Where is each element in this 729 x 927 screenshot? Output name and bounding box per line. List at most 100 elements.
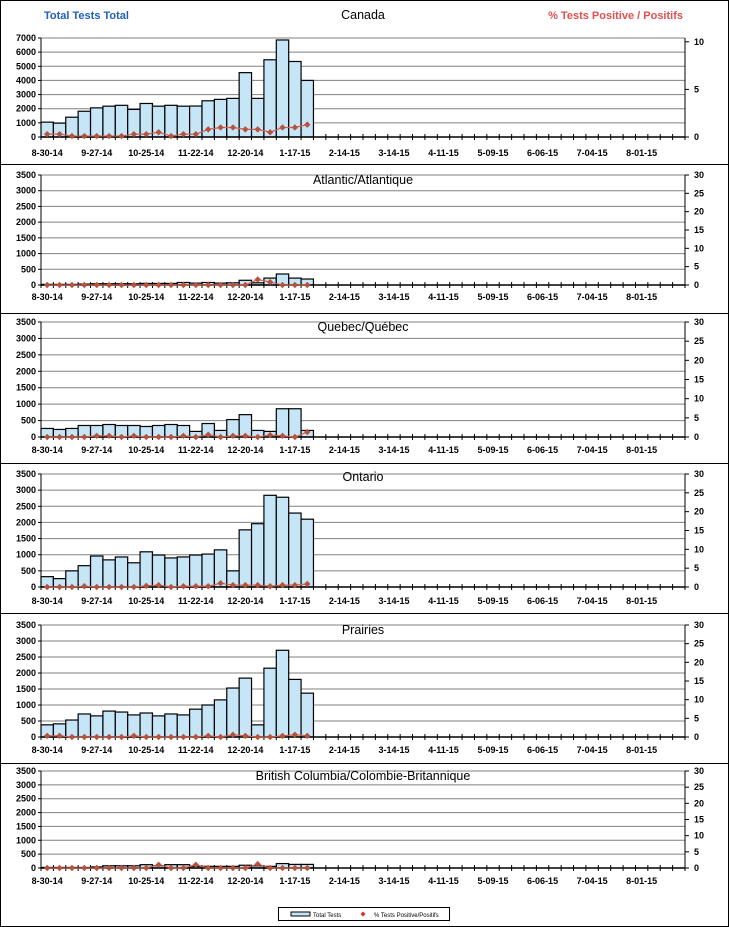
pct-positive-marker [143,130,150,138]
pct-positive-line [47,863,308,869]
x-tick-label: 10-25-14 [128,876,164,886]
bar-total-tests [213,98,228,138]
pct-positive-marker [204,732,212,740]
pct-positive-marker [43,433,51,441]
pct-positive-marker [229,581,237,589]
y2-tick-label: 20 [694,507,704,517]
x-tick-label: 8-01-15 [626,148,657,158]
y2-tick-label: 20 [694,798,704,808]
pct-positive-marker [192,130,200,138]
right-axis-title: % Tests Positive / Positifs [548,10,683,22]
panel-title: Ontario [343,470,384,484]
pct-positive-marker [167,281,175,289]
pct-positive-marker [93,733,100,741]
pct-positive-marker [118,132,125,140]
y-tick-label: 1000 [16,118,36,128]
bar-total-tests [127,562,141,588]
y2-tick-label: 5 [694,563,699,573]
panel-title: Canada [341,8,385,22]
bar-total-tests [300,79,315,138]
bar-total-tests [139,712,154,738]
pct-positive-marker [254,860,261,868]
x-tick-label: 6-06-15 [527,445,558,455]
y-tick-label: 0 [31,582,36,592]
pct-positive-marker [266,431,274,439]
pct-positive-marker [118,583,125,591]
y2-tick-label: 10 [694,695,704,705]
y2-tick-label: 25 [694,488,704,498]
y-tick-label: 3500 [16,317,36,327]
x-tick-label: 11-22-14 [178,596,214,606]
pct-positive-marker [118,433,125,441]
pct-positive-marker [180,130,187,138]
pct-positive-marker [93,281,100,289]
panel-title: British Columbia/Colombie-Britannique [256,769,471,783]
y-tick-label: 2500 [16,794,36,804]
pct-positive-marker [279,581,286,589]
pct-positive-marker [167,583,175,591]
y-tick-label: 3500 [16,469,36,479]
y-tick-label: 500 [21,849,36,859]
x-tick-label: 1-17-15 [279,148,310,158]
bar-total-tests [288,408,302,438]
x-tick-label: 8-01-15 [626,745,657,755]
y2-tick-label: 0 [694,432,699,442]
pct-positive-marker [229,432,237,440]
pct-positive-marker [291,433,299,441]
x-tick-label: 9-27-14 [81,445,112,455]
panel-prairies: 0 500 1000 1500 2000 2500 3000 3500 0 5 10 15 20 25 30… [0,613,729,755]
pct-positive-marker [192,583,200,590]
pct-positive-marker [56,281,63,289]
x-tick-label: 9-27-14 [81,292,112,302]
y2-tick-label: 15 [694,526,704,536]
x-tick-label: 9-27-14 [81,148,112,158]
pct-positive-marker [217,864,224,872]
pct-positive-marker [304,864,311,872]
pct-positive-marker [43,130,51,138]
x-tick-label: 7-04-15 [577,596,608,606]
pct-positive-marker [266,583,274,590]
pct-positive-marker [204,583,212,590]
y-tick-label: 0 [31,280,36,290]
panel-title: Quebec/Québec [317,320,408,334]
pct-positive-marker [56,583,63,591]
y-tick-label: 5000 [16,61,36,71]
x-tick-label: 5-09-15 [478,445,509,455]
pct-positive-marker [130,432,138,440]
y-tick-label: 0 [31,732,36,742]
pct-positive-marker [217,281,224,289]
pct-positive-marker [130,281,138,289]
pct-positive-marker [291,124,299,131]
pct-positive-marker [242,126,249,133]
pct-positive-marker [105,583,113,591]
bar-total-tests [114,711,129,738]
legend-bar-swatch [290,911,311,917]
x-tick-label: 10-25-14 [128,596,164,606]
pct-positive-marker [155,861,162,868]
pct-positive-marker [180,864,187,872]
pct-positive-marker [105,281,113,289]
y-tick-label: 1000 [16,249,36,259]
pct-positive-marker [266,864,274,872]
pct-positive-marker [105,733,113,741]
panel-atlantic-atlantique: 0 500 1000 1500 2000 2500 3000 3500 0 5 10 15 20 25 30… [0,164,729,302]
pct-positive-marker [93,132,100,140]
x-tick-label: 9-27-14 [81,596,112,606]
x-tick-label: 8-30-14 [32,148,63,158]
x-tick-label: 12-20-14 [227,445,263,455]
y-tick-label: 1000 [16,550,36,560]
y-tick-label: 3500 [16,170,36,180]
bar-total-tests [176,556,191,588]
y2-tick-label: 25 [694,188,704,198]
pct-positive-marker [167,433,175,441]
x-tick-label: 8-01-15 [626,596,657,606]
pct-positive-marker [266,278,274,286]
x-tick-label: 5-09-15 [478,596,509,606]
x-tick-label: 1-17-15 [279,445,310,455]
y2-tick-label: 5 [694,847,699,857]
y2-tick-label: 5 [694,713,699,723]
pct-positive-marker [56,864,63,872]
pct-positive-marker [291,731,299,738]
pct-positive-line [47,278,308,286]
